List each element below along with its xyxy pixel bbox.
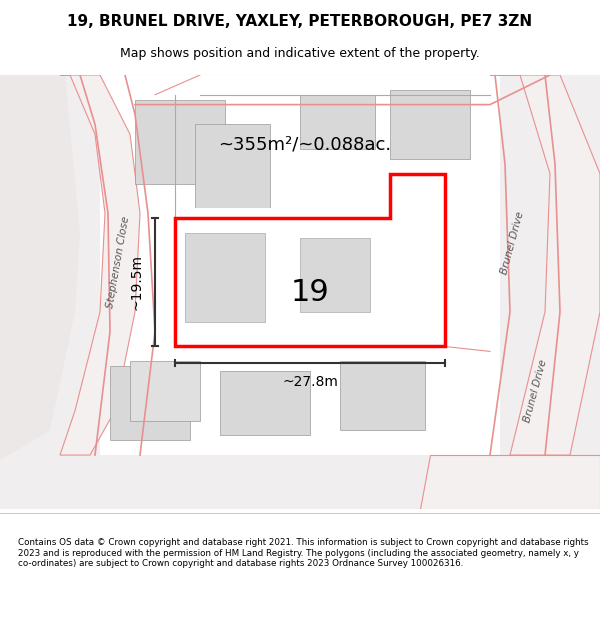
Bar	[390, 90, 470, 159]
Text: Brunel Drive: Brunel Drive	[499, 210, 525, 276]
Bar	[100, 75, 500, 455]
Bar	[130, 361, 200, 421]
Text: Map shows position and indicative extent of the property.: Map shows position and indicative extent…	[120, 48, 480, 61]
Text: Brunel Drive: Brunel Drive	[522, 358, 548, 424]
Text: 19: 19	[290, 278, 329, 307]
Text: ~27.8m: ~27.8m	[282, 375, 338, 389]
Bar	[340, 361, 425, 431]
Polygon shape	[420, 455, 600, 509]
Text: ~19.5m: ~19.5m	[129, 254, 143, 311]
Polygon shape	[490, 75, 600, 455]
Text: Stephenson Close: Stephenson Close	[105, 216, 131, 309]
Text: Contains OS data © Crown copyright and database right 2021. This information is : Contains OS data © Crown copyright and d…	[18, 538, 589, 568]
Text: 19, BRUNEL DRIVE, YAXLEY, PETERBOROUGH, PE7 3ZN: 19, BRUNEL DRIVE, YAXLEY, PETERBOROUGH, …	[67, 14, 533, 29]
Bar	[175, 208, 445, 346]
Polygon shape	[0, 75, 80, 460]
Bar	[195, 124, 270, 218]
Bar	[300, 238, 370, 312]
Bar	[220, 371, 310, 436]
Bar	[110, 366, 190, 440]
Bar	[135, 99, 225, 184]
Bar	[185, 233, 265, 322]
Bar	[300, 95, 375, 149]
Text: ~355m²/~0.088ac.: ~355m²/~0.088ac.	[218, 135, 392, 153]
Polygon shape	[60, 75, 140, 455]
